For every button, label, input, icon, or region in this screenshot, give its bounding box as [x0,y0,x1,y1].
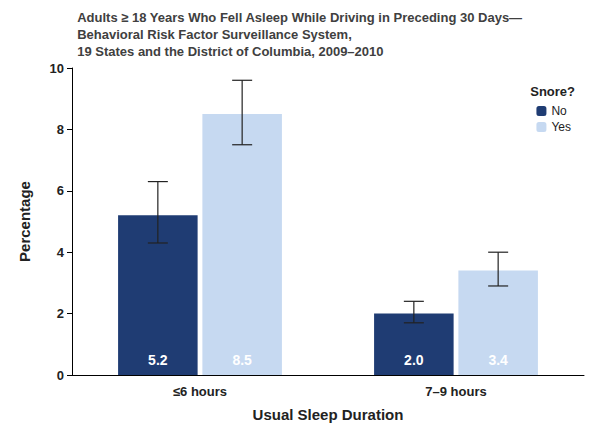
svg-text:8.5: 8.5 [232,352,252,368]
svg-text:Snore?: Snore? [530,84,575,99]
svg-text:6: 6 [57,183,64,198]
svg-text:7–9 hours: 7–9 hours [425,384,486,399]
svg-text:Percentage: Percentage [16,181,33,262]
svg-text:Adults ≥ 18 Years Who Fell Asl: Adults ≥ 18 Years Who Fell Asleep While … [77,10,522,25]
svg-text:0: 0 [57,368,64,383]
svg-text:3.4: 3.4 [488,352,508,368]
svg-text:No: No [551,104,567,118]
svg-text:10: 10 [50,61,64,76]
svg-text:Yes: Yes [551,120,571,134]
svg-text:19 States and the District of: 19 States and the District of Columbia, … [77,44,383,59]
svg-text:≤6 hours: ≤6 hours [173,384,227,399]
svg-text:5.2: 5.2 [148,352,168,368]
svg-text:2.0: 2.0 [404,352,424,368]
svg-text:Usual Sleep Duration: Usual Sleep Duration [253,406,404,423]
svg-text:2: 2 [57,306,64,321]
svg-text:Behavioral Risk Factor Surveil: Behavioral Risk Factor Surveillance Syst… [77,27,352,42]
svg-text:4: 4 [57,245,65,260]
svg-text:8: 8 [57,122,64,137]
